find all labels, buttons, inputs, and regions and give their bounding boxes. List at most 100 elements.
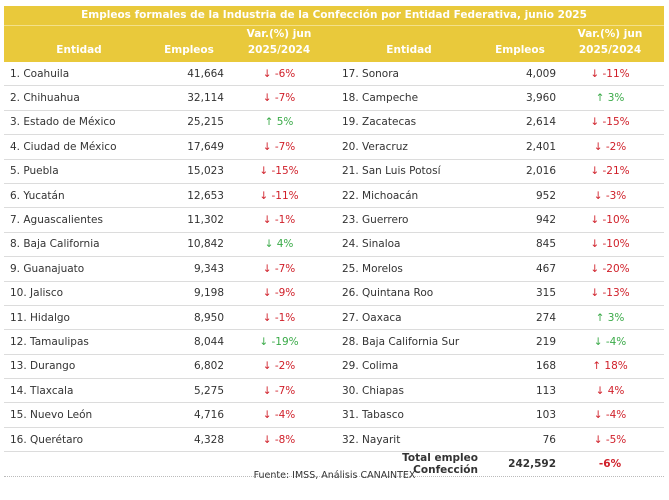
table-row: 1. Coahuila 41,664 ↓ -6% 17. Sonora 4,009 ↓ -… — [4, 62, 664, 87]
empleos-value: 942 — [535, 214, 556, 227]
var-value: ↓ -1% — [262, 311, 296, 324]
var-value: ↓ -9% — [262, 287, 296, 300]
var-value: ↓ -11% — [259, 189, 299, 202]
source-note: Fuente: IMSS, Análisis CANAINTEX — [253, 470, 416, 481]
table-row: 15. Nuevo León 4,716 ↓ -4% 31. Tabasco 103 ↓ … — [4, 403, 664, 428]
header-empleos-2: Empleos — [495, 44, 545, 56]
table-header: Entidad Empleos Var.(%) jun 2025/2024 Ent… — [4, 26, 664, 62]
empleos-value: 8,044 — [193, 335, 224, 348]
empleos-value: 4,328 — [193, 433, 224, 446]
empleos-value: 10,842 — [187, 238, 224, 251]
var-value: ↓ -15% — [259, 165, 299, 178]
var-value: ↓ -4% — [593, 409, 627, 422]
var-value: ↑ 5% — [264, 116, 294, 129]
empleos-value: 12,653 — [187, 189, 224, 202]
entidad-name: 30. Chiapas — [342, 384, 404, 397]
header-var-line2: 2025/2024 — [247, 44, 311, 56]
employment-table: Empleos formales de la Industria de la C… — [4, 6, 664, 477]
var-value: ↓ -2% — [593, 140, 627, 153]
empleos-value: 9,343 — [193, 262, 224, 275]
var-value: ↓ -19% — [259, 335, 299, 348]
header-var-line1: Var.(%) jun — [577, 28, 643, 40]
entidad-name: 2. Chihuahua — [10, 92, 80, 105]
entidad-name: 17. Sonora — [342, 67, 399, 80]
empleos-value: 168 — [535, 360, 556, 373]
header-empleos: Empleos — [164, 44, 214, 56]
var-value: ↓ -7% — [262, 140, 296, 153]
table-row: 7. Aguascalientes 11,302 ↓ -1% 23. Guerrero… — [4, 208, 664, 233]
var-value: ↓ -10% — [590, 238, 630, 251]
empleos-value: 315 — [535, 287, 556, 300]
header-var: Var.(%) jun 2025/2024 — [224, 26, 334, 62]
var-value: ↓ -13% — [590, 287, 630, 300]
total-row: Total empleo Confección 242,592 -6% — [4, 452, 664, 477]
var-value: ↓ -21% — [590, 165, 630, 178]
var-value: ↓ -5% — [593, 433, 627, 446]
entidad-name: 6. Yucatán — [10, 189, 65, 202]
var-value: ↓ -7% — [262, 262, 296, 275]
empleos-value: 4,009 — [525, 67, 556, 80]
table-row: 16. Querétaro 4,328 ↓ -8% 32. Nayarit 76 ↓ -5… — [4, 428, 664, 453]
table-row: 5. Puebla 15,023 ↓ -15% 21. San Luis Potosí… — [4, 160, 664, 184]
var-value: ↓ -7% — [262, 384, 296, 397]
empleos-value: 845 — [535, 238, 556, 251]
empleos-value: 4,716 — [193, 409, 224, 422]
empleos-value: 5,275 — [193, 384, 224, 397]
var-value: ↓ -2% — [262, 360, 296, 373]
table-row: 3. Estado de México 25,215 ↑ 5% 19. Zacatec… — [4, 111, 664, 136]
var-value: ↓ -4% — [262, 409, 296, 422]
table-row: 4. Ciudad de México 17,649 ↓ -7% 20. Veracr… — [4, 135, 664, 160]
entidad-name: 18. Campeche — [342, 92, 419, 105]
var-value: ↑ 3% — [595, 92, 625, 105]
table-row: 12. Tamaulipas 8,044 ↓ -19% 28. Baja Califo… — [4, 330, 664, 355]
entidad-name: 11. Hidalgo — [10, 311, 70, 324]
entidad-name: 16. Querétaro — [10, 433, 84, 446]
header-var-line2: 2025/2024 — [578, 44, 642, 56]
var-value: ↓ -7% — [262, 92, 296, 105]
empleos-value: 17,649 — [187, 140, 224, 153]
empleos-value: 952 — [535, 189, 556, 202]
table-row: 13. Durango 6,802 ↓ -2% 29. Colima 168 ↑ 18% — [4, 355, 664, 380]
entidad-name: 20. Veracruz — [342, 140, 408, 153]
empleos-value: 2,614 — [525, 116, 556, 129]
entidad-name: 23. Guerrero — [342, 214, 409, 227]
entidad-name: 25. Morelos — [342, 262, 403, 275]
var-value: ↑ 18% — [592, 360, 628, 373]
var-value: ↓ -3% — [593, 189, 627, 202]
var-value: ↓ -10% — [590, 214, 630, 227]
var-value: ↓ -15% — [590, 116, 630, 129]
var-value: ↑ 3% — [595, 311, 625, 324]
empleos-value: 103 — [535, 409, 556, 422]
var-value: ↓ 4% — [264, 238, 294, 251]
var-value: ↓ 4% — [595, 384, 625, 397]
total-empleos: 242,592 — [508, 457, 556, 470]
entidad-name: 28. Baja California Sur — [342, 335, 460, 348]
table-body: 1. Coahuila 41,664 ↓ -6% 17. Sonora 4,009 ↓ -… — [4, 62, 664, 453]
entidad-name: 29. Colima — [342, 360, 399, 373]
entidad-name: 31. Tabasco — [342, 409, 404, 422]
empleos-value: 32,114 — [187, 92, 224, 105]
header-entidad-2: Entidad — [386, 44, 432, 56]
table-row: 8. Baja California 10,842 ↓ 4% 24. Sinaloa 8… — [4, 233, 664, 258]
entidad-name: 5. Puebla — [10, 165, 59, 178]
total-var: -6% — [598, 457, 622, 470]
table-row: 9. Guanajuato 9,343 ↓ -7% 25. Morelos 467 ↓ -… — [4, 257, 664, 282]
table-row: 11. Hidalgo 8,950 ↓ -1% 27. Oaxaca 274 ↑ 3% — [4, 306, 664, 331]
var-value: ↓ -6% — [262, 67, 296, 80]
empleos-value: 219 — [535, 335, 556, 348]
entidad-name: 1. Coahuila — [10, 67, 70, 80]
entidad-name: 9. Guanajuato — [10, 262, 85, 275]
empleos-value: 8,950 — [193, 311, 224, 324]
entidad-name: 19. Zacatecas — [342, 116, 417, 129]
entidad-name: 4. Ciudad de México — [10, 140, 117, 153]
var-value: ↓ -4% — [593, 335, 627, 348]
entidad-name: 7. Aguascalientes — [10, 214, 103, 227]
var-value: ↓ -11% — [590, 67, 630, 80]
empleos-value: 25,215 — [187, 116, 224, 129]
entidad-name: 27. Oaxaca — [342, 311, 402, 324]
entidad-name: 15. Nuevo León — [10, 409, 93, 422]
header-var-2: Var.(%) jun 2025/2024 — [556, 26, 664, 62]
entidad-name: 14. Tlaxcala — [10, 384, 74, 397]
empleos-value: 2,016 — [525, 165, 556, 178]
empleos-value: 113 — [535, 384, 556, 397]
